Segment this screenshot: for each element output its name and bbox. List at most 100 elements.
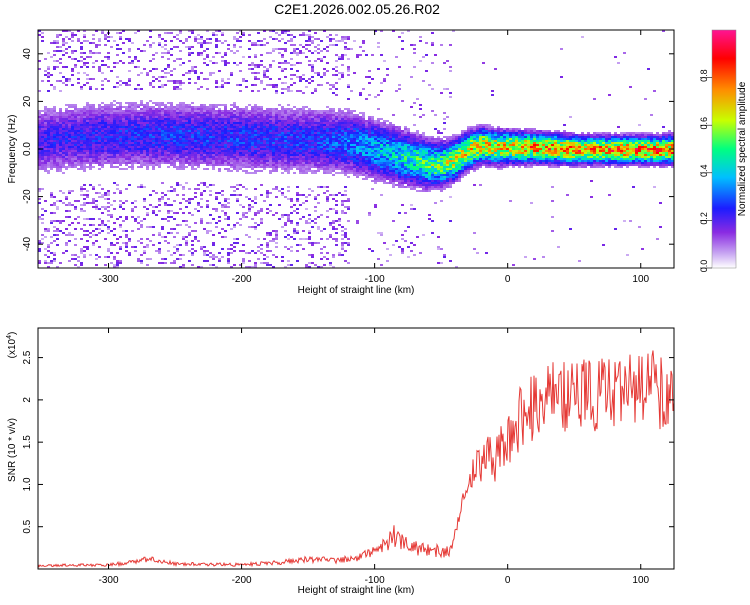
heatmap-cell — [56, 136, 59, 138]
heatmap-cell — [161, 132, 164, 134]
heatmap-cell — [320, 162, 323, 164]
heatmap-cell — [155, 110, 158, 112]
heatmap-cell — [98, 136, 101, 138]
heatmap-cell — [59, 136, 62, 138]
heatmap-cell — [62, 152, 65, 154]
heatmap-cell — [251, 124, 254, 126]
heatmap-cell — [257, 212, 260, 214]
heatmap-cell — [191, 46, 194, 48]
heatmap-cell — [347, 116, 350, 118]
heatmap-cell — [209, 132, 212, 134]
heatmap-cell — [170, 104, 173, 106]
heatmap-cell — [143, 206, 146, 208]
heatmap-cell — [338, 120, 341, 122]
heatmap-cell — [290, 90, 293, 92]
heatmap-cell — [284, 214, 287, 216]
heatmap-cell — [200, 160, 203, 162]
heatmap-cell — [206, 230, 209, 232]
heatmap-cell — [194, 238, 197, 240]
heatmap-cell — [128, 252, 131, 254]
heatmap-cell — [149, 158, 152, 160]
heatmap-cell — [161, 154, 164, 156]
heatmap-cell — [125, 130, 128, 132]
heatmap-cell — [38, 166, 41, 168]
heatmap-cell — [122, 42, 125, 44]
heatmap-cell — [260, 148, 263, 150]
heatmap-cell — [347, 200, 350, 202]
heatmap-cell — [332, 150, 335, 152]
heatmap-cell — [101, 106, 104, 108]
heatmap-cell — [311, 256, 314, 258]
heatmap-cell — [275, 32, 278, 34]
heatmap-cell — [185, 108, 188, 110]
heatmap-cell — [269, 204, 272, 206]
heatmap-cell — [230, 116, 233, 118]
heatmap-cell — [314, 32, 317, 34]
heatmap-cell — [83, 62, 86, 64]
heatmap-cell — [134, 140, 137, 142]
heatmap-cell — [173, 146, 176, 148]
heatmap-cell — [263, 160, 266, 162]
heatmap-cell — [152, 136, 155, 138]
heatmap-cell — [308, 108, 311, 110]
heatmap-cell — [287, 110, 290, 112]
heatmap-cell — [266, 118, 269, 120]
heatmap-cell — [308, 116, 311, 118]
heatmap-cell — [227, 252, 230, 254]
heatmap-cell — [311, 132, 314, 134]
heatmap-cell — [308, 130, 311, 132]
heatmap-cell — [311, 110, 314, 112]
heatmap-cell — [140, 242, 143, 244]
heatmap-cell — [266, 124, 269, 126]
heatmap-cell — [206, 168, 209, 170]
heatmap-cell — [287, 142, 290, 144]
heatmap-cell — [206, 42, 209, 44]
heatmap-cell — [281, 68, 284, 70]
heatmap-cell — [125, 216, 128, 218]
heatmap-cell — [233, 124, 236, 126]
heatmap-cell — [272, 188, 275, 190]
heatmap-cell — [41, 40, 44, 42]
heatmap-cell — [347, 70, 350, 72]
heatmap-cell — [347, 146, 350, 148]
heatmap-cell — [311, 126, 314, 128]
heatmap-cell — [347, 120, 350, 122]
heatmap-cell — [146, 136, 149, 138]
heatmap-cell — [293, 204, 296, 206]
heatmap-cell — [230, 126, 233, 128]
heatmap-cell — [284, 82, 287, 84]
heatmap-cell — [41, 154, 44, 156]
heatmap-cell — [269, 128, 272, 130]
heatmap-cell — [236, 40, 239, 42]
heatmap-cell — [269, 114, 272, 116]
heatmap-cell — [191, 154, 194, 156]
heatmap-cell — [146, 238, 149, 240]
heatmap-cell — [182, 108, 185, 110]
heatmap-cell — [299, 78, 302, 80]
heatmap-cell — [314, 218, 317, 220]
heatmap-cell — [257, 136, 260, 138]
heatmap-cell — [287, 132, 290, 134]
heatmap-cell — [329, 170, 332, 172]
heatmap-cell — [56, 148, 59, 150]
heatmap-cell — [164, 152, 167, 154]
heatmap-cell — [230, 140, 233, 142]
heatmap-cell — [158, 124, 161, 126]
heatmap-cell — [149, 60, 152, 62]
heatmap-cell — [239, 156, 242, 158]
heatmap-cell — [206, 108, 209, 110]
heatmap-cell — [71, 116, 74, 118]
heatmap-cell — [149, 240, 152, 242]
heatmap-cell — [146, 124, 149, 126]
heatmap-cell — [191, 108, 194, 110]
heatmap-cell — [329, 154, 332, 156]
heatmap-cell — [284, 118, 287, 120]
heatmap-cell — [98, 168, 101, 170]
heatmap-cell — [305, 168, 308, 170]
heatmap-cell — [341, 110, 344, 112]
heatmap-cell — [176, 154, 179, 156]
heatmap-cell — [242, 122, 245, 124]
heatmap-cell — [197, 266, 200, 268]
heatmap-cell — [308, 64, 311, 66]
heatmap-cell — [341, 194, 344, 196]
